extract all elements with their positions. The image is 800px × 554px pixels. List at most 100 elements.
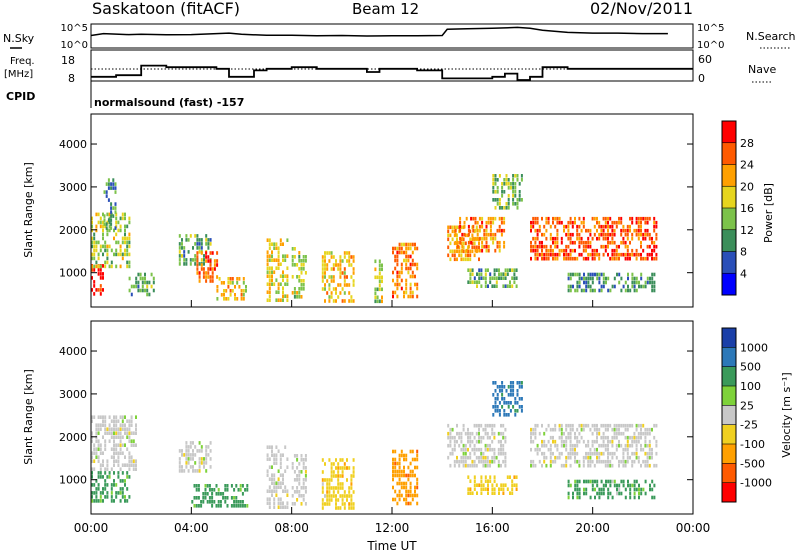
data-cell xyxy=(582,455,585,460)
data-cell xyxy=(565,244,568,249)
data-cell xyxy=(117,491,120,495)
data-cell xyxy=(124,479,126,483)
data-cell xyxy=(227,297,230,301)
data-cell xyxy=(613,423,616,428)
data-cell xyxy=(128,244,131,249)
data-cell xyxy=(501,381,504,385)
data-cell xyxy=(449,451,452,456)
data-cell xyxy=(626,455,629,460)
data-cell xyxy=(224,484,227,488)
data-cell xyxy=(236,297,239,301)
data-cell xyxy=(378,299,381,304)
data-cell xyxy=(106,244,109,249)
data-cell xyxy=(453,447,456,452)
data-cell xyxy=(117,475,120,479)
data-cell xyxy=(293,291,296,295)
data-cell xyxy=(626,451,629,456)
data-cell xyxy=(655,236,658,241)
data-cell xyxy=(330,474,333,478)
data-cell xyxy=(183,453,186,457)
data-cell xyxy=(330,255,333,259)
data-cell xyxy=(475,463,478,468)
data-cell xyxy=(600,443,603,448)
data-cell xyxy=(506,475,509,479)
data-cell xyxy=(640,435,642,440)
data-cell xyxy=(615,427,618,432)
data-cell xyxy=(398,489,401,494)
data-cell xyxy=(398,274,401,279)
data-cell xyxy=(514,413,517,417)
data-cell xyxy=(637,220,640,225)
data-cell xyxy=(576,236,579,241)
data-cell xyxy=(117,455,120,459)
data-cell xyxy=(298,291,301,295)
data-cell xyxy=(483,236,486,241)
data-cell xyxy=(189,262,192,266)
data-cell xyxy=(534,447,537,452)
data-cell xyxy=(137,272,140,277)
data-cell xyxy=(651,240,653,245)
data-cell xyxy=(350,506,353,510)
data-cell xyxy=(596,431,598,436)
data-cell xyxy=(516,174,519,178)
data-cell xyxy=(242,289,245,293)
data-cell xyxy=(460,253,463,258)
data-cell xyxy=(277,469,280,473)
data-cell xyxy=(97,240,100,245)
data-cell xyxy=(115,252,118,257)
data-cell xyxy=(178,242,181,246)
data-cell xyxy=(117,471,120,475)
data-cell xyxy=(233,496,236,500)
data-cell xyxy=(534,463,537,468)
data-cell xyxy=(514,174,517,178)
data-cell xyxy=(330,494,333,498)
data-cell xyxy=(405,266,408,271)
data-cell xyxy=(328,478,331,482)
data-cell xyxy=(507,413,510,417)
data-cell xyxy=(196,267,199,271)
data-cell xyxy=(209,251,212,255)
data-cell xyxy=(241,500,244,504)
data-cell xyxy=(113,236,115,241)
data-cell xyxy=(273,282,276,286)
data-cell xyxy=(215,484,218,488)
data-cell xyxy=(113,455,115,459)
data-cell xyxy=(604,244,607,249)
data-cell xyxy=(473,423,476,428)
data-cell xyxy=(115,240,118,245)
data-cell xyxy=(194,445,197,449)
xtick-label: 12:00 xyxy=(375,521,410,535)
data-cell xyxy=(376,295,379,300)
data-cell xyxy=(635,443,638,448)
data-cell xyxy=(504,439,507,444)
data-cell xyxy=(324,502,326,506)
data-cell xyxy=(144,280,146,285)
data-cell xyxy=(545,248,548,253)
data-cell xyxy=(569,236,572,241)
data-cell xyxy=(282,489,284,493)
freq-panel-frame xyxy=(90,49,694,82)
data-cell xyxy=(230,496,233,500)
data-cell xyxy=(110,264,113,269)
data-cell xyxy=(192,449,194,453)
data-cell xyxy=(585,423,587,428)
data-cell xyxy=(607,276,610,281)
data-cell xyxy=(95,427,98,431)
data-cell xyxy=(414,282,416,287)
data-cell xyxy=(585,451,587,456)
data-cell xyxy=(106,463,109,467)
data-cell xyxy=(580,288,583,293)
data-cell xyxy=(392,294,394,299)
data-cell xyxy=(585,240,587,245)
data-cell xyxy=(502,276,505,280)
data-cell xyxy=(543,224,546,229)
data-cell xyxy=(507,194,510,198)
data-cell xyxy=(346,458,348,462)
data-cell xyxy=(633,252,636,257)
data-cell xyxy=(238,277,241,281)
data-cell xyxy=(117,220,120,225)
data-cell xyxy=(567,423,570,428)
data-cell xyxy=(480,455,483,460)
data-cell xyxy=(560,427,563,432)
data-cell xyxy=(326,279,329,283)
